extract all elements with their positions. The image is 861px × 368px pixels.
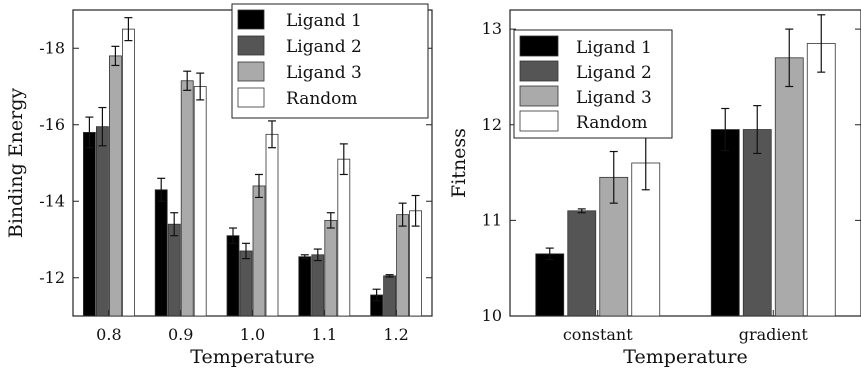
legend-label: Ligand 1 xyxy=(576,38,652,58)
legend-swatch xyxy=(237,87,265,108)
legend-swatch xyxy=(519,60,559,82)
bar-ligand-2 xyxy=(239,250,253,317)
y-tick-label: 12 xyxy=(482,115,502,134)
legend-swatch xyxy=(237,35,265,56)
x-tick-label: gradient xyxy=(739,325,809,344)
x-tick-label: 0.9 xyxy=(168,325,193,344)
bar-ligand-2 xyxy=(383,275,397,317)
legend-swatch xyxy=(519,110,559,132)
x-tick-label: 1.1 xyxy=(312,325,337,344)
legend-label: Ligand 2 xyxy=(576,63,652,83)
bar-ligand-2 xyxy=(96,126,109,317)
binding-energy-chart: -12 -14 -16 -18 0.8 0.9 1.0 1.1 1.2 Temperature Bi… xyxy=(5,3,433,368)
y-tick-label: -16 xyxy=(39,115,65,134)
bar-ligand-3 xyxy=(324,219,338,317)
legend-label: Ligand 3 xyxy=(576,88,652,108)
legend-box xyxy=(231,3,429,119)
bar-ligand-2 xyxy=(742,129,772,317)
x-axis-label: Temperature xyxy=(623,346,747,368)
bar-ligand-2 xyxy=(311,254,325,317)
legend-label: Random xyxy=(576,113,648,133)
bar-random xyxy=(122,28,135,317)
x-tick-label: 1.2 xyxy=(383,325,408,344)
legend-label: Ligand 2 xyxy=(286,37,362,57)
bar-ligand-2 xyxy=(167,223,181,317)
y-tick-label: 11 xyxy=(482,210,502,229)
bar-random xyxy=(265,133,279,317)
y-tick-label: 13 xyxy=(482,19,502,38)
bar-ligand-1 xyxy=(298,256,312,317)
legend-swatch xyxy=(237,61,265,82)
y-tick-label: 10 xyxy=(482,306,502,325)
legend-swatch xyxy=(519,35,559,57)
y-tick-label: -12 xyxy=(39,268,65,287)
fitness-chart: 10 11 12 13 constant gradient Temperature Fitne… xyxy=(448,9,861,368)
plot-frame xyxy=(509,9,861,317)
x-tick-label: constant xyxy=(563,325,633,344)
x-tick-label: 1.0 xyxy=(240,325,265,344)
bar-ligand-3 xyxy=(180,80,194,317)
bar-random xyxy=(337,158,351,317)
legend-swatch xyxy=(519,85,559,107)
bar-ligand-2 xyxy=(567,210,597,317)
bar-ligand-3 xyxy=(396,214,410,317)
y-axis-label: Binding Energy xyxy=(5,88,27,239)
bar-random xyxy=(193,86,207,317)
bar-ligand-1 xyxy=(83,131,96,317)
bar-random xyxy=(806,43,836,317)
bar-ligand-1 xyxy=(226,235,240,317)
bar-ligand-3 xyxy=(774,57,804,317)
y-tick-label: -18 xyxy=(39,38,65,57)
bar-ligand-3 xyxy=(252,185,266,317)
legend-swatch xyxy=(237,9,265,30)
y-axis-label: Fitness xyxy=(448,128,470,198)
x-tick-label: 0.8 xyxy=(96,325,121,344)
y-tick-label: -14 xyxy=(39,191,65,210)
bar-ligand-3 xyxy=(109,55,122,317)
bar-ligand-1 xyxy=(710,129,740,317)
x-axis-label: Temperature xyxy=(190,346,314,368)
legend-label: Ligand 3 xyxy=(286,63,362,83)
bar-ligand-1 xyxy=(535,253,565,317)
bar-ligand-1 xyxy=(154,189,168,317)
legend-label: Random xyxy=(286,89,358,109)
legend-label: Ligand 1 xyxy=(286,11,362,31)
